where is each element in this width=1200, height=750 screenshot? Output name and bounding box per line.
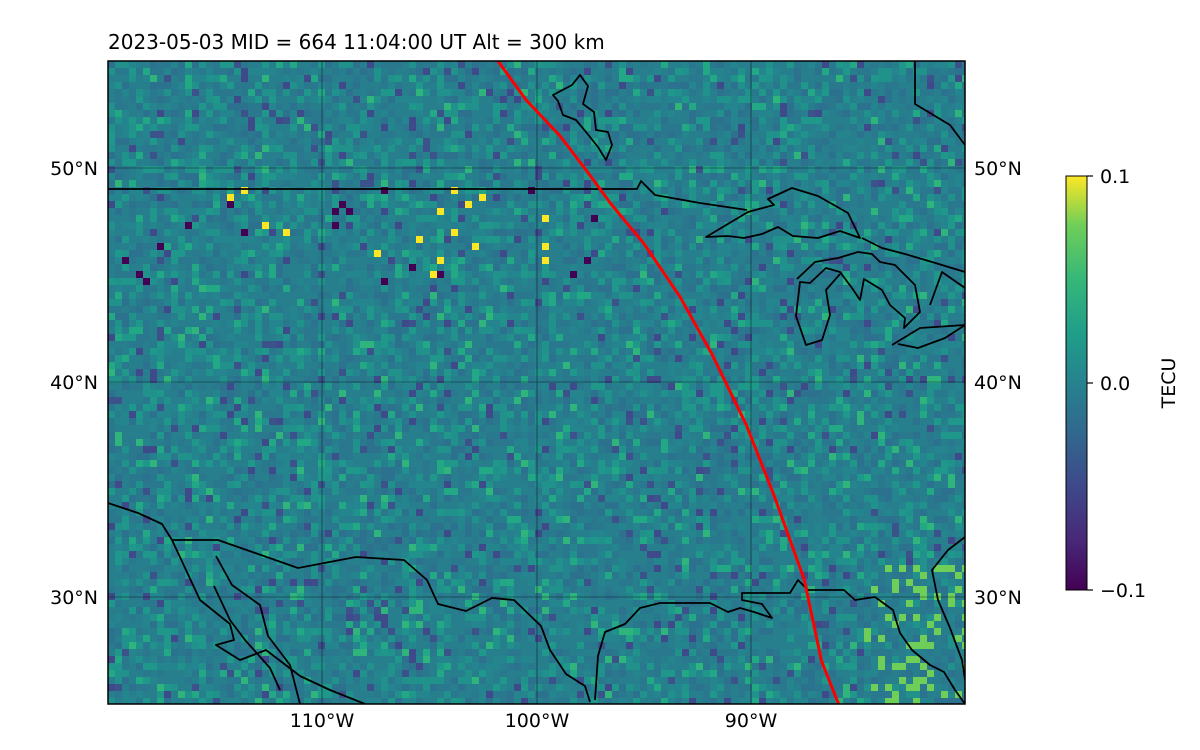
lon-label-110w: 110°W: [290, 710, 355, 732]
lat-labels-left: 50°N 40°N 30°N: [50, 158, 98, 609]
coastlines: [108, 61, 965, 704]
lon-label-90w: 90°W: [725, 710, 778, 732]
colorbar-label-zero: 0.0: [1100, 373, 1130, 395]
map-title: 2023-05-03 MID = 664 11:04:00 UT Alt = 3…: [108, 30, 605, 54]
lat-label-30n: 30°N: [50, 587, 98, 609]
map-frame: [107, 60, 966, 705]
map-panel: [108, 61, 965, 704]
colorbar-label-max: 0.1: [1100, 166, 1130, 188]
colorbar-title: TECU: [1158, 358, 1180, 410]
satellite-track: [496, 61, 840, 704]
colorbar: 0.1 0.0 −0.1 TECU: [1065, 166, 1180, 602]
baja-california: [213, 555, 301, 704]
lake-superior: [705, 187, 861, 239]
us-canada-border: [108, 180, 748, 211]
labrador-coast: [914, 61, 965, 146]
hudson-bay-coast: [552, 74, 613, 161]
lake-erie-ontario: [891, 271, 965, 349]
lon-labels: 110°W 100°W 90°W: [290, 710, 778, 732]
colorbar-label-min: −0.1: [1100, 580, 1146, 602]
atlantic-coast: [931, 536, 965, 681]
lake-michigan-huron: [795, 237, 965, 346]
gulf-coast: [108, 502, 965, 704]
lat-labels-right: 50°N 40°N 30°N: [974, 158, 1022, 609]
lon-label-100w: 100°W: [505, 710, 570, 732]
lat-label-40n: 40°N: [50, 372, 98, 394]
gridlines: [108, 61, 965, 704]
colorbar-gradient: [1065, 175, 1088, 591]
lat-label-30n-right: 30°N: [974, 587, 1022, 609]
mexico-pacific-coast: [171, 539, 366, 704]
lat-label-40n-right: 40°N: [974, 372, 1022, 394]
tec-heatmap: [108, 61, 965, 704]
lat-label-50n: 50°N: [50, 158, 98, 180]
lat-label-50n-right: 50°N: [974, 158, 1022, 180]
